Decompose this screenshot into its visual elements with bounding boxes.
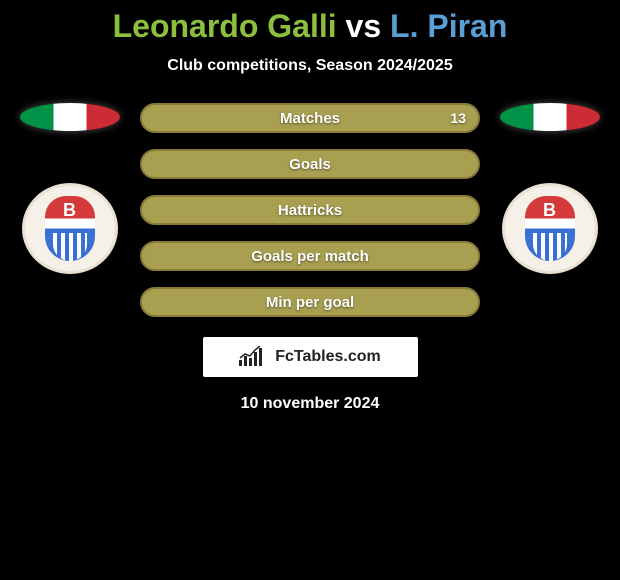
stat-row-hattricks: Hattricks [140,195,480,225]
stat-label: Goals per match [251,248,369,265]
comparison-widget: Leonardo Galli vs L. Piran Club competit… [0,0,620,580]
stat-value-right: 13 [450,110,466,126]
date-text: 10 november 2024 [241,395,380,413]
left-side-icons [20,103,120,271]
badge-stripes [533,233,567,261]
stats-section: Matches 13 Goals Hattricks Goals per mat… [0,103,620,317]
team-badge-left [25,186,115,271]
badge-stripes [53,233,87,261]
stat-row-matches: Matches 13 [140,103,480,133]
stats-rows: Matches 13 Goals Hattricks Goals per mat… [140,103,480,317]
stat-row-min-per-goal: Min per goal [140,287,480,317]
italy-flag-right [500,103,600,131]
player1-name: Leonardo Galli [113,8,337,44]
stat-label: Hattricks [278,202,342,219]
italy-flag-left [20,103,120,131]
stat-label: Min per goal [266,294,354,311]
fctables-text: FcTables.com [275,348,381,366]
vs-text: vs [346,8,382,44]
player2-name: L. Piran [390,8,507,44]
subtitle: Club competitions, Season 2024/2025 [167,57,452,75]
team-badge-right [505,186,595,271]
page-title: Leonardo Galli vs L. Piran [113,8,508,45]
chart-icon [239,348,269,366]
stat-label: Goals [289,156,331,173]
stat-row-goals: Goals [140,149,480,179]
fctables-brand-badge[interactable]: FcTables.com [203,337,418,377]
stat-label: Matches [280,110,340,127]
stat-row-goals-per-match: Goals per match [140,241,480,271]
right-side-icons [500,103,600,271]
